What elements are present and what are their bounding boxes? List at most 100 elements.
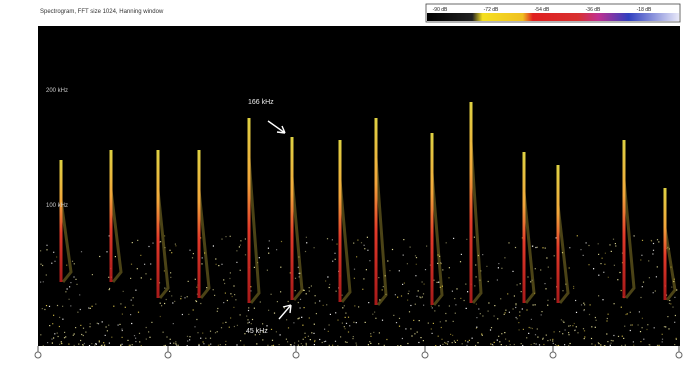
- noise-dot: [607, 341, 608, 342]
- noise-dot: [248, 310, 249, 311]
- noise-dot: [187, 336, 188, 337]
- noise-dot: [653, 250, 654, 251]
- noise-dot: [526, 309, 527, 310]
- noise-dot: [610, 345, 611, 346]
- noise-dot: [669, 300, 670, 301]
- noise-dot: [223, 279, 224, 280]
- noise-dot: [89, 345, 90, 346]
- noise-dot: [642, 286, 643, 287]
- noise-dot: [42, 308, 43, 309]
- noise-dot: [667, 316, 668, 317]
- noise-dot: [115, 256, 116, 257]
- noise-dot: [392, 249, 393, 250]
- noise-dot: [172, 302, 173, 303]
- noise-dot: [362, 289, 363, 290]
- noise-dot: [602, 258, 603, 259]
- noise-dot: [284, 307, 285, 308]
- noise-dot: [432, 307, 433, 308]
- noise-dot: [267, 345, 268, 346]
- noise-dot: [98, 323, 99, 324]
- noise-dot: [615, 243, 616, 244]
- noise-dot: [469, 340, 470, 341]
- noise-dot: [139, 333, 140, 334]
- noise-dot: [515, 303, 516, 304]
- noise-dot: [122, 330, 123, 331]
- noise-dot: [303, 339, 304, 340]
- noise-dot: [509, 341, 510, 342]
- noise-dot: [82, 344, 83, 345]
- noise-dot: [413, 320, 414, 321]
- noise-dot: [607, 318, 608, 319]
- noise-dot: [403, 239, 404, 240]
- noise-dot: [345, 313, 346, 314]
- noise-dot: [478, 308, 479, 309]
- noise-dot: [568, 332, 569, 333]
- call: [375, 118, 378, 305]
- noise-dot: [120, 303, 121, 304]
- noise-dot: [633, 235, 634, 236]
- noise-dot: [519, 315, 520, 316]
- noise-dot: [550, 278, 551, 279]
- color-scale: -90 dB-72 dB-54 dB-36 dB-18 dB: [426, 4, 680, 22]
- noise-dot: [595, 327, 596, 328]
- noise-dot: [202, 257, 203, 258]
- noise-dot: [580, 249, 581, 250]
- noise-dot: [141, 277, 142, 278]
- noise-dot: [547, 300, 548, 301]
- noise-dot: [649, 344, 650, 345]
- noise-dot: [194, 326, 195, 327]
- noise-dot: [201, 263, 202, 264]
- noise-dot: [193, 309, 194, 310]
- noise-dot: [583, 255, 584, 256]
- noise-dot: [659, 345, 660, 346]
- noise-dot: [62, 306, 63, 307]
- noise-dot: [298, 318, 299, 319]
- noise-dot: [75, 327, 76, 328]
- noise-dot: [445, 320, 446, 321]
- noise-dot: [59, 317, 60, 318]
- noise-dot: [399, 318, 400, 319]
- noise-dot: [426, 246, 427, 247]
- noise-dot: [43, 281, 44, 282]
- noise-dot: [416, 257, 417, 258]
- noise-dot: [464, 300, 465, 301]
- noise-dot: [617, 279, 618, 280]
- noise-dot: [80, 325, 81, 326]
- noise-dot: [220, 344, 221, 345]
- noise-dot: [445, 343, 446, 344]
- noise-dot: [568, 345, 569, 346]
- noise-dot: [653, 292, 654, 293]
- noise-dot: [646, 329, 647, 330]
- noise-dot: [554, 299, 555, 300]
- noise-dot: [164, 303, 165, 304]
- noise-dot: [260, 301, 261, 302]
- noise-dot: [106, 251, 107, 252]
- noise-dot: [323, 305, 324, 306]
- noise-dot: [497, 279, 498, 280]
- noise-dot: [309, 287, 310, 288]
- call: [60, 160, 63, 282]
- noise-dot: [51, 263, 52, 264]
- noise-dot: [319, 300, 320, 301]
- noise-dot: [81, 251, 82, 252]
- noise-dot: [590, 304, 591, 305]
- noise-dot: [342, 295, 343, 296]
- noise-dot: [425, 269, 426, 270]
- noise-dot: [569, 267, 570, 268]
- noise-dot: [550, 339, 551, 340]
- noise-dot: [240, 314, 241, 315]
- noise-dot: [302, 345, 303, 346]
- noise-dot: [286, 319, 287, 320]
- noise-dot: [382, 320, 383, 321]
- noise-dot: [633, 345, 634, 346]
- noise-dot: [89, 326, 90, 327]
- noise-dot: [649, 277, 650, 278]
- noise-dot: [234, 326, 235, 327]
- noise-dot: [431, 328, 432, 329]
- noise-dot: [537, 337, 538, 338]
- noise-dot: [109, 289, 110, 290]
- noise-dot: [40, 282, 41, 283]
- noise-dot: [108, 277, 109, 278]
- noise-dot: [73, 335, 74, 336]
- noise-dot: [534, 343, 535, 344]
